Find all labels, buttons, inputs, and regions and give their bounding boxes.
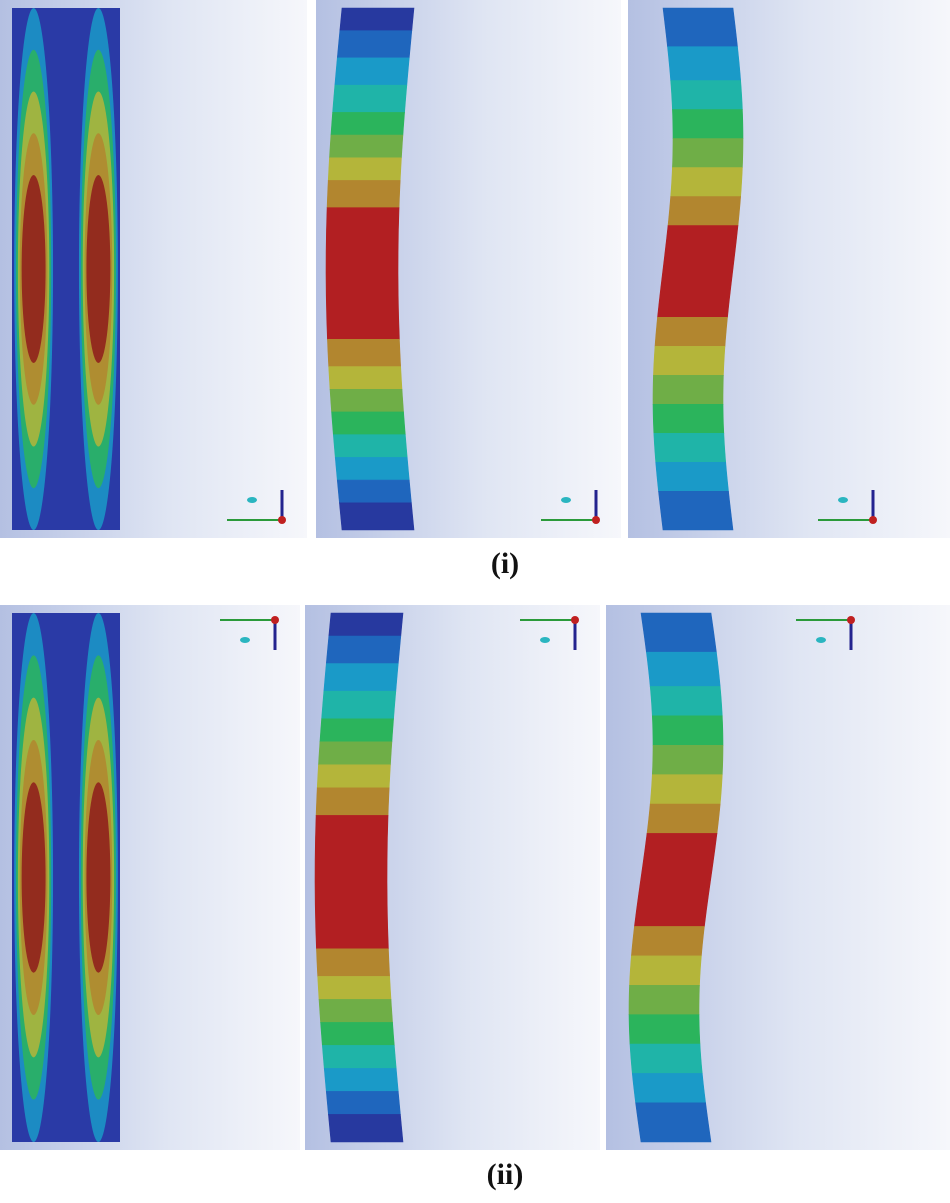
beam-band [332, 434, 408, 458]
beam-band [319, 718, 394, 743]
beam-band [672, 138, 744, 168]
beam-band [628, 984, 700, 1015]
beam-band [651, 715, 724, 746]
row-label: (ii) [487, 1158, 524, 1191]
beam-band [327, 157, 402, 181]
beam-band [649, 686, 723, 717]
beam-band [628, 1014, 701, 1045]
beam-band [653, 346, 726, 376]
beam-band [330, 112, 405, 136]
beam-band [318, 999, 393, 1023]
beam-band [334, 457, 410, 481]
beam-band [329, 388, 404, 413]
beam-band [314, 815, 389, 950]
beam-band [318, 741, 393, 766]
axis-origin [592, 516, 600, 524]
beam-band [328, 366, 403, 390]
beam-band [667, 46, 741, 81]
axis-origin [271, 616, 279, 624]
axis-origin [869, 516, 877, 524]
beam-band [334, 57, 410, 86]
beam-band [320, 1022, 395, 1046]
beam-band [640, 612, 717, 653]
beam-band [339, 7, 415, 31]
beam-band [629, 955, 702, 986]
stress-contour [86, 782, 111, 973]
beam-band [336, 479, 412, 504]
axis-origin [278, 516, 286, 524]
beam-band [646, 803, 721, 834]
beam-band [629, 1043, 703, 1074]
beam-band [326, 180, 401, 209]
axis-marker [247, 497, 257, 503]
beam-band [651, 744, 724, 775]
beam-band [321, 1045, 397, 1069]
beam-band [327, 339, 401, 367]
beam-band [339, 502, 415, 531]
beam-band [654, 317, 728, 347]
beam-band [652, 404, 725, 434]
beam-band [649, 774, 723, 805]
beam-band [658, 491, 734, 531]
beam-band [321, 690, 397, 720]
axis-marker [561, 497, 571, 503]
beam-band [325, 635, 402, 664]
beam-band [631, 1073, 706, 1104]
beam-band [328, 612, 404, 637]
stress-contour [86, 175, 111, 363]
axis-marker [816, 637, 826, 643]
axis-origin [847, 616, 855, 624]
beam-band [336, 30, 413, 59]
beam-band [635, 1102, 712, 1143]
beam-band [315, 787, 390, 816]
axis-marker [240, 637, 250, 643]
beam-band [670, 167, 743, 197]
beam-band [634, 833, 718, 927]
beam-band [316, 948, 390, 977]
beam-band [323, 663, 399, 692]
beam-band [331, 411, 406, 435]
axis-marker [540, 637, 550, 643]
stress-contour [21, 175, 46, 363]
beam-band [328, 1114, 404, 1143]
beam-band [652, 375, 724, 405]
beam-band [323, 1068, 399, 1092]
beam-band [657, 225, 739, 318]
beam-band [317, 976, 392, 1000]
beam-band [672, 109, 744, 139]
row-label: (i) [491, 547, 519, 580]
beam-band [631, 926, 705, 957]
beam-band [325, 207, 400, 340]
beam-band [332, 84, 408, 113]
beam-band [325, 1091, 401, 1115]
axis-marker [838, 497, 848, 503]
beam-band [667, 196, 741, 226]
beam-band [653, 433, 727, 463]
beam-band [316, 764, 391, 789]
axis-origin [571, 616, 579, 624]
beam-band [646, 651, 721, 687]
beam-band [662, 7, 738, 47]
stress-contour [21, 782, 46, 973]
beam-band [655, 462, 729, 492]
beam-band [670, 80, 743, 110]
beam-band [329, 134, 404, 159]
